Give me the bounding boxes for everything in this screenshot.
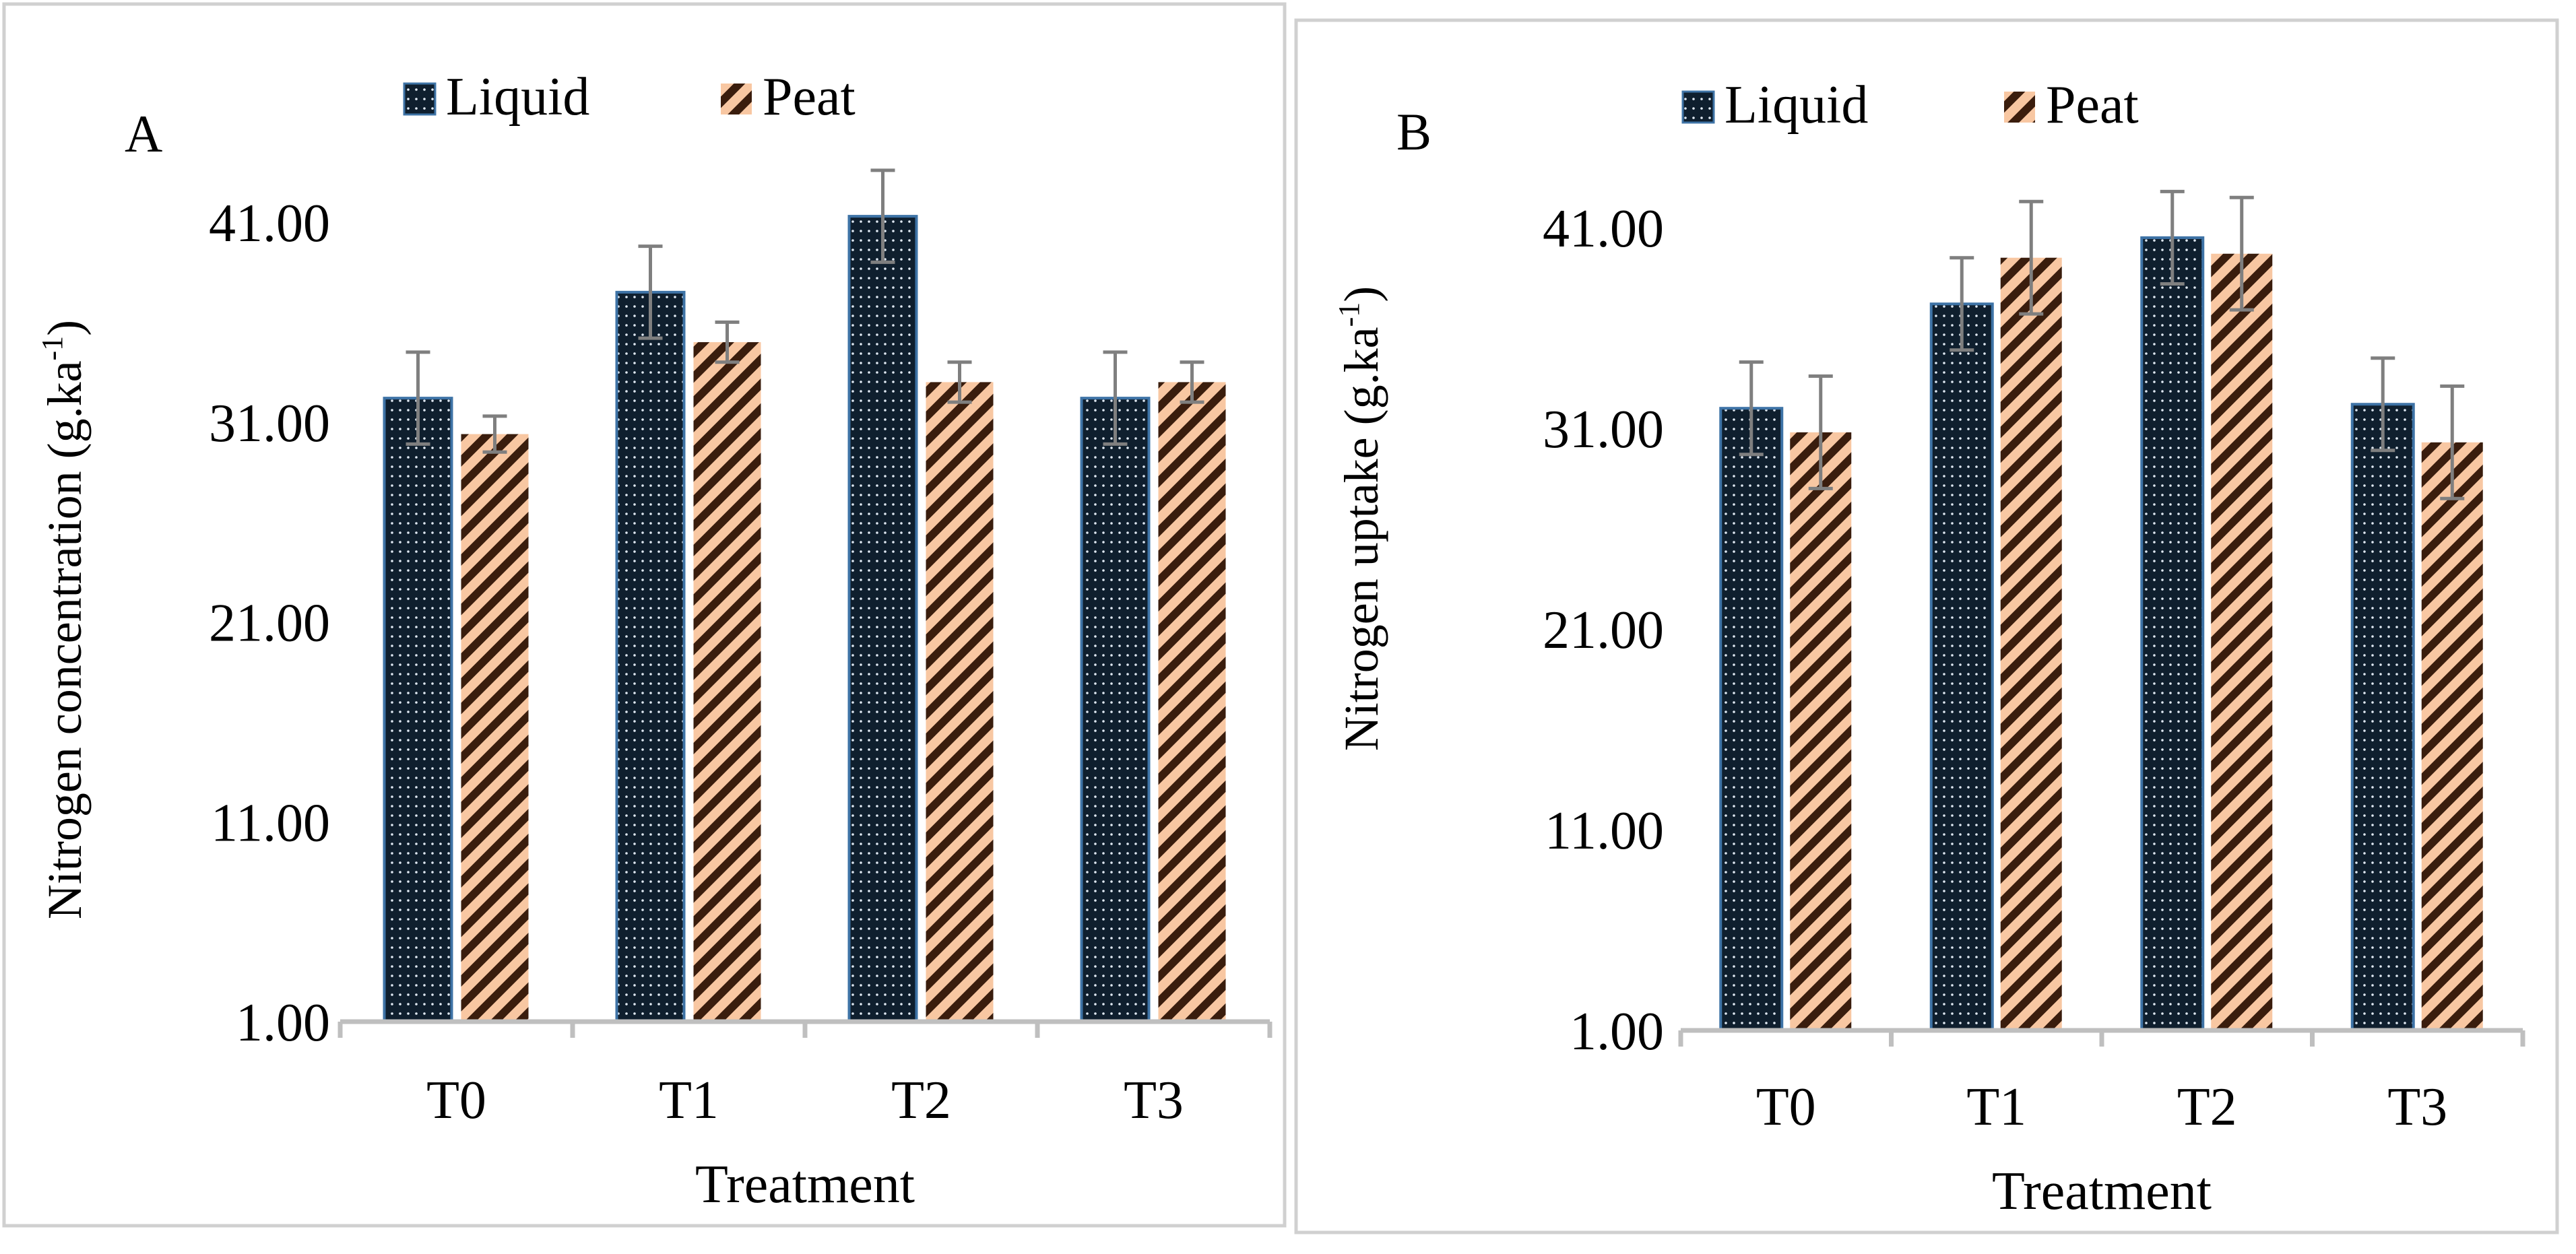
bar-peat-t0 — [461, 434, 529, 1022]
chart-panel-a: A 1.00 11.00 21.00 31.00 41.00 Nitrogen concen… — [2, 2, 1287, 1228]
x-tick-label: T1 — [1966, 1078, 2026, 1137]
error-bar-liquid-t0 — [1739, 360, 1764, 457]
bar-peat-t2 — [2211, 253, 2273, 1030]
chart-panel-b: B 1.00 11.00 21.00 31.00 41.00 Nitrogen uptake… — [1294, 18, 2559, 1234]
y-tick-label: 11.00 — [211, 793, 330, 853]
legend-item-liquid: Liquid — [403, 67, 589, 127]
bar-liquid-t2 — [2140, 236, 2205, 1032]
y-axis-title: Nitrogen concentration (g.ka-1) — [36, 320, 92, 919]
legend-label-liquid: Liquid — [1725, 75, 1868, 135]
x-axis-title: Treatment — [1992, 1162, 2212, 1221]
y-tick-label: 1.00 — [236, 993, 330, 1053]
chart-frame — [2, 2, 1287, 1228]
y-tick-label: 41.00 — [1543, 199, 1664, 259]
y-tick-label: 31.00 — [209, 394, 330, 453]
bar-peat-t1 — [693, 342, 761, 1022]
bar-liquid-t2 — [847, 215, 918, 1023]
legend-label-peat: Peat — [763, 67, 856, 127]
x-axis-line — [1678, 1028, 2525, 1047]
y-tick-label: 21.00 — [1543, 601, 1664, 660]
error-bar-liquid-t0 — [406, 350, 430, 446]
bar-peat-t3 — [2421, 442, 2483, 1030]
y-tick-label: 11.00 — [1545, 801, 1664, 861]
error-bar-peat-t2 — [2229, 195, 2254, 312]
bar-liquid-t1 — [1929, 302, 1994, 1032]
legend-swatch-liquid — [403, 82, 437, 116]
error-bar-peat-t3 — [2440, 384, 2465, 500]
x-tick-label: T2 — [2177, 1078, 2237, 1137]
y-tick-label: 1.00 — [1570, 1002, 1664, 1061]
bar-peat-t3 — [1158, 382, 1226, 1022]
bar-peat-t2 — [926, 382, 994, 1022]
y-axis-title: Nitrogen uptake (g.ka-1) — [1332, 286, 1388, 751]
legend-swatch-peat — [721, 84, 752, 114]
bar-liquid-t0 — [1719, 407, 1784, 1032]
x-tick-label: T3 — [1124, 1071, 1184, 1130]
legend-item-liquid: Liquid — [1681, 75, 1868, 135]
legend-swatch-liquid — [1681, 90, 1715, 124]
y-tick-label: 21.00 — [209, 594, 330, 653]
x-tick-label: T2 — [891, 1071, 951, 1130]
x-tick-label: T0 — [426, 1071, 486, 1130]
legend-label-liquid: Liquid — [446, 67, 589, 127]
x-tick-label: T0 — [1756, 1078, 1816, 1137]
error-bar-liquid-t3 — [1103, 350, 1128, 446]
error-bar-peat-t0 — [1808, 374, 1833, 490]
error-bar-liquid-t2 — [2160, 189, 2185, 286]
legend-label-peat: Peat — [2046, 75, 2139, 135]
chart-frame — [1294, 18, 2559, 1234]
error-bar-peat-t1 — [2019, 199, 2044, 316]
error-bar-liquid-t1 — [638, 244, 663, 340]
error-bar-liquid-t1 — [1950, 256, 1974, 352]
legend-swatch-peat — [2004, 92, 2035, 123]
legend-item-peat: Peat — [2004, 75, 2139, 135]
x-axis-line — [337, 1019, 1273, 1038]
y-tick-label: 31.00 — [1543, 400, 1664, 459]
x-tick-label: T1 — [659, 1071, 719, 1130]
bar-liquid-t1 — [615, 290, 686, 1023]
panel-label: B — [1396, 102, 1431, 161]
bar-liquid-t0 — [383, 397, 453, 1023]
x-tick-label: T3 — [2387, 1078, 2447, 1137]
bar-peat-t0 — [1790, 432, 1852, 1030]
error-bar-liquid-t2 — [870, 168, 895, 264]
error-bar-peat-t2 — [947, 360, 972, 404]
y-tick-label: 41.00 — [209, 194, 330, 253]
error-bar-liquid-t3 — [2371, 356, 2395, 453]
error-bar-peat-t1 — [715, 320, 740, 364]
error-bar-peat-t0 — [482, 414, 507, 454]
bar-liquid-t3 — [1080, 397, 1151, 1023]
legend-item-peat: Peat — [721, 67, 856, 127]
panel-label: A — [125, 104, 162, 163]
bar-liquid-t3 — [2350, 403, 2415, 1032]
error-bar-peat-t3 — [1180, 360, 1204, 404]
x-axis-title: Treatment — [695, 1155, 915, 1214]
bar-peat-t1 — [2000, 257, 2062, 1031]
